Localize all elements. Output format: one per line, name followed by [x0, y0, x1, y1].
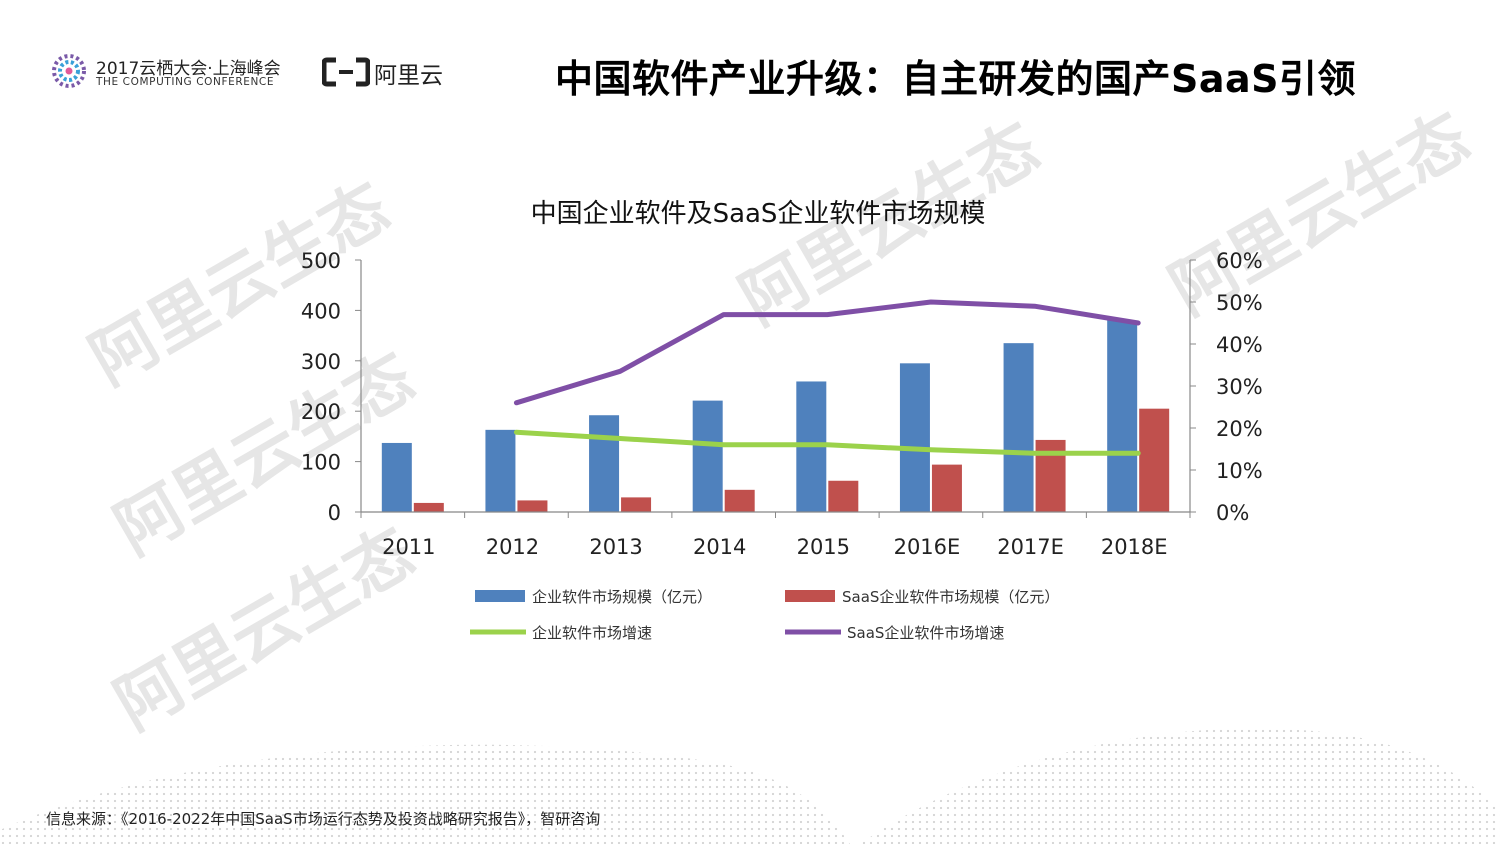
x-tick-label: 2016E	[894, 535, 961, 559]
x-tick-label: 2012	[486, 535, 539, 559]
x-tick-label: 2013	[589, 535, 642, 559]
left-tick-label: 500	[301, 249, 341, 273]
left-tick-label: 100	[301, 451, 341, 475]
saas-growth-line-point	[1032, 304, 1037, 309]
dot-pattern-decoration	[0, 728, 1500, 844]
legend-saas-market-swatch	[785, 590, 835, 602]
conference-title: 2017云栖大会·上海峰会	[96, 59, 281, 79]
enterprise-market-bar	[1003, 343, 1034, 512]
legend-enterprise-market-swatch	[475, 590, 525, 602]
legend-saas-growth-label: SaaS企业软件市场增速	[847, 624, 1004, 642]
saas-market-bar	[931, 464, 962, 512]
left-tick-label: 300	[301, 350, 341, 374]
right-tick-label: 20%	[1216, 417, 1263, 441]
x-tick-label: 2014	[693, 535, 746, 559]
brand-name: 阿里云	[374, 63, 443, 89]
enterprise-growth-line-point	[618, 436, 623, 441]
conference-subtitle: THE COMPUTING CONFERENCE	[96, 76, 275, 88]
enterprise-market-bar	[692, 400, 723, 512]
legend-enterprise-market-label: 企业软件市场规模（亿元）	[532, 588, 712, 606]
saas-growth-line-point	[825, 312, 830, 317]
right-tick-label: 60%	[1216, 249, 1263, 273]
enterprise-growth-line-point	[825, 442, 830, 447]
enterprise-growth-line-point	[1032, 451, 1037, 456]
aliyun-logo-icon	[322, 57, 370, 87]
header: 2017云栖大会·上海峰会 THE COMPUTING CONFERENCE 阿…	[0, 0, 1500, 120]
enterprise-growth-line-point	[928, 447, 933, 452]
enterprise-market-bar	[485, 429, 516, 512]
saas-market-bar	[1139, 408, 1170, 512]
enterprise-market-bar	[899, 363, 930, 512]
enterprise-growth-line-point	[514, 430, 519, 435]
saas-market-bar	[621, 497, 652, 512]
saas-growth-line-point	[1136, 321, 1141, 325]
saas-market-bar	[517, 500, 548, 512]
right-tick-label: 30%	[1216, 375, 1263, 399]
saas-market-bar	[724, 489, 755, 512]
x-tick-label: 2017E	[997, 535, 1064, 559]
right-tick-label: 10%	[1216, 459, 1263, 483]
enterprise-market-bar	[381, 442, 412, 512]
left-tick-label: 200	[301, 400, 341, 424]
right-tick-label: 40%	[1216, 333, 1263, 357]
saas-growth-line-point	[514, 400, 519, 405]
legend-saas-market-label: SaaS企业软件市场规模（亿元）	[842, 588, 1059, 606]
right-tick-label: 0%	[1216, 501, 1249, 525]
saas-growth-line-point	[618, 369, 623, 374]
x-tick-label: 2011	[382, 535, 435, 559]
saas-growth-line-point	[928, 300, 933, 304]
enterprise-market-bar	[1107, 320, 1138, 512]
source-note: 信息来源：《2016-2022年中国SaaS市场运行态势及投资战略研究报告》，智…	[46, 810, 601, 828]
chart-title: 中国企业软件及SaaS企业软件市场规模	[531, 199, 986, 229]
saas-market-bar	[828, 480, 859, 512]
left-tick-label: 0	[328, 501, 341, 525]
x-tick-label: 2015	[797, 535, 850, 559]
saas-market-bar	[413, 502, 444, 512]
saas-growth-line	[513, 299, 1141, 406]
enterprise-growth-line-point	[1136, 451, 1141, 456]
x-tick-label: 2018E	[1101, 535, 1168, 559]
saas-growth-line-point	[721, 312, 726, 317]
enterprise-growth-line-point	[721, 442, 726, 447]
page-title: 中国软件产业升级：自主研发的国产SaaS引领	[555, 57, 1357, 101]
conference-logo-icon	[52, 54, 86, 88]
left-tick-label: 400	[301, 299, 341, 323]
right-tick-label: 50%	[1216, 291, 1263, 315]
legend-enterprise-growth-label: 企业软件市场增速	[532, 624, 652, 642]
enterprise-market-bar	[589, 415, 620, 512]
